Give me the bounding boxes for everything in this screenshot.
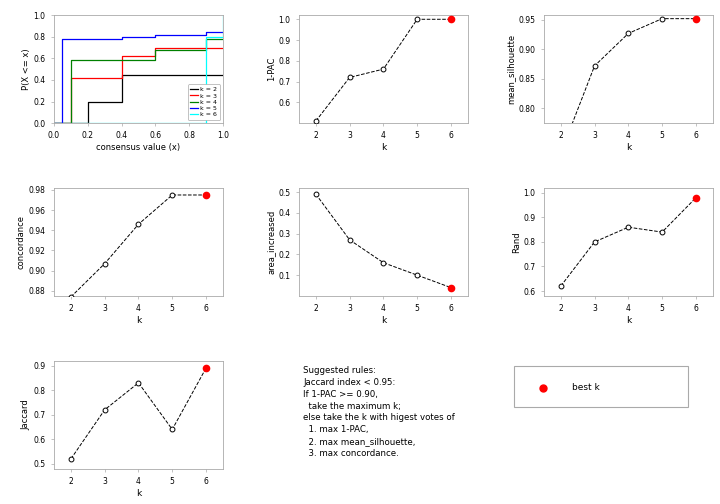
X-axis label: k: k [381, 143, 386, 152]
X-axis label: consensus value (x): consensus value (x) [96, 143, 181, 152]
X-axis label: k: k [136, 316, 141, 325]
Text: Suggested rules:
Jaccard index < 0.95:
If 1-PAC >= 0.90,
  take the maximum k;
e: Suggested rules: Jaccard index < 0.95: I… [303, 366, 455, 458]
Y-axis label: 1-PAC: 1-PAC [266, 57, 276, 81]
Y-axis label: area_increased: area_increased [266, 210, 276, 274]
Y-axis label: Jaccard: Jaccard [22, 399, 31, 430]
Text: best k: best k [572, 383, 600, 392]
X-axis label: k: k [626, 143, 631, 152]
X-axis label: k: k [381, 316, 386, 325]
Y-axis label: Rand: Rand [512, 231, 521, 253]
Y-axis label: P(X <= x): P(X <= x) [22, 48, 31, 90]
Y-axis label: concordance: concordance [17, 215, 26, 269]
X-axis label: k: k [136, 489, 141, 498]
Y-axis label: mean_silhouette: mean_silhouette [507, 34, 516, 104]
X-axis label: k: k [626, 316, 631, 325]
Legend: k = 2, k = 3, k = 4, k = 5, k = 6: k = 2, k = 3, k = 4, k = 5, k = 6 [188, 84, 220, 120]
FancyBboxPatch shape [514, 366, 688, 407]
